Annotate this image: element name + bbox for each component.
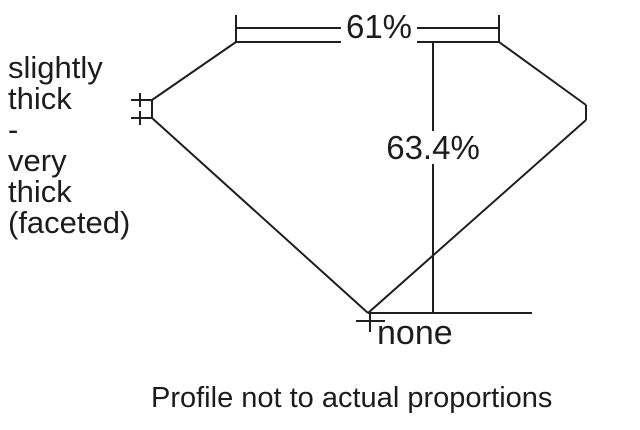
pavilion-left-line: [151, 117, 369, 314]
crown-right-line: [498, 41, 587, 106]
depth-percentage-label: 63.4%: [383, 131, 483, 164]
girdle-thickness-label: slightly thick - very thick (faceted): [8, 52, 130, 238]
girdle-label-line: thick: [8, 81, 72, 116]
table-width-label: 61%: [340, 10, 418, 43]
girdle-label-line: very: [8, 143, 67, 178]
crown-left-line: [151, 41, 237, 101]
diagram-line-group: [131, 15, 587, 332]
culet-label: none: [377, 314, 453, 352]
pavilion-right-line: [367, 119, 587, 314]
caption: Profile not to actual proportions: [151, 382, 553, 414]
girdle-label-line: -: [8, 112, 19, 147]
girdle-label-line: (faceted): [8, 205, 131, 240]
girdle-label-line: slightly: [8, 50, 103, 85]
girdle-label-line: thick: [8, 174, 72, 209]
